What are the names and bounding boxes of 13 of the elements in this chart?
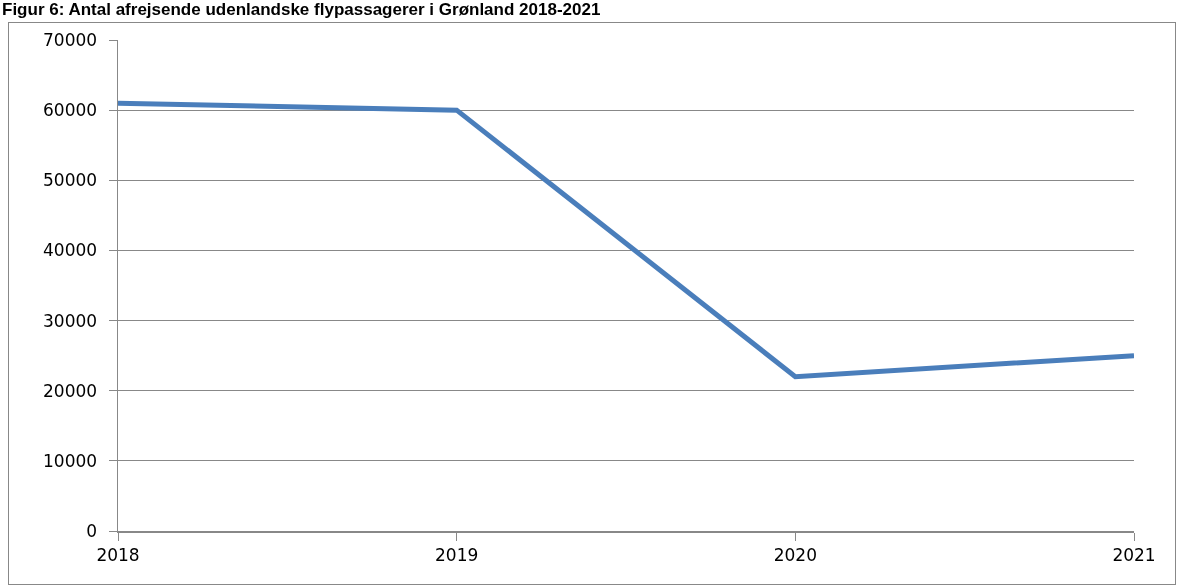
y-tick-label: 70000: [43, 29, 98, 50]
y-tick-label: 10000: [43, 450, 98, 471]
y-tick-label: 50000: [43, 170, 98, 191]
chart-title: Figur 6: Antal afrejsende udenlandske flypassagerer i Grønland 2018-2021: [2, 0, 601, 20]
x-tick-label: 2019: [435, 544, 479, 565]
y-tick-label: 20000: [43, 380, 98, 401]
y-tick-label: 40000: [43, 240, 98, 261]
y-tick-label: 30000: [43, 310, 98, 331]
y-tick-label: 0: [86, 520, 98, 541]
y-tick-label: 60000: [43, 100, 98, 121]
x-tick-label: 2021: [1112, 544, 1156, 565]
x-tick-label: 2020: [773, 544, 817, 565]
x-tick-label: 2018: [96, 544, 140, 565]
